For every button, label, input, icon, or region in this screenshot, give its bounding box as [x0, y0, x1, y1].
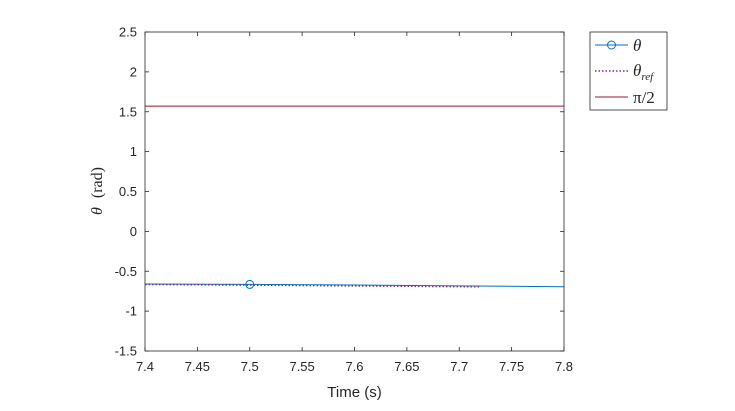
- legend-theta-ref-base: θ: [633, 61, 641, 80]
- x-tick-label: 7.5: [241, 359, 259, 374]
- series-theta-marker: [245, 279, 255, 289]
- x-tick-label: 7.45: [185, 359, 210, 374]
- x-tick-label: 7.55: [289, 359, 314, 374]
- y-tick-label: -1.5: [115, 344, 137, 359]
- legend-theta-label: θ: [633, 36, 641, 55]
- y-tick-label: -1: [125, 304, 137, 319]
- y-tick-label: 1.5: [119, 104, 137, 119]
- x-axis-ticks: 7.4 7.45 7.5 7.55 7.6 7.65 7.7 7.75 7.8: [136, 32, 573, 374]
- legend-theta-ref-label: θref: [633, 61, 655, 83]
- series-layer: [144, 105, 565, 289]
- x-tick-label: 7.75: [499, 359, 524, 374]
- x-tick-label: 7.8: [555, 359, 573, 374]
- y-tick-label: 0.5: [119, 184, 137, 199]
- y-tick-label: 0: [130, 224, 137, 239]
- y-axis-ticks: -1.5 -1 -0.5 0 0.5 1 1.5 2 2.5: [115, 25, 564, 359]
- x-tick-label: 7.65: [394, 359, 419, 374]
- x-axis-label: Time (s): [327, 384, 381, 401]
- plot-area: [145, 32, 564, 351]
- y-tick-label: 1: [130, 144, 137, 159]
- y-axis-label-unit: (rad): [89, 167, 106, 198]
- series-theta-line: [144, 283, 565, 288]
- y-tick-label: -0.5: [115, 264, 137, 279]
- legend-theta-ref-sub: ref: [641, 71, 655, 83]
- x-tick-label: 7.6: [345, 359, 363, 374]
- y-tick-label: 2.5: [119, 25, 137, 40]
- legend-pi-half-label: π/2: [633, 88, 655, 107]
- x-tick-label: 7.4: [136, 359, 154, 374]
- legend-box: [589, 31, 668, 111]
- y-axis-label: θ (rad): [89, 167, 106, 215]
- y-axis-label-symbol: θ: [89, 207, 106, 215]
- legend-theta-marker: [607, 40, 616, 50]
- y-tick-label: 2: [130, 64, 137, 79]
- legend: θ θref π/2: [589, 31, 668, 111]
- x-tick-label: 7.7: [450, 359, 468, 374]
